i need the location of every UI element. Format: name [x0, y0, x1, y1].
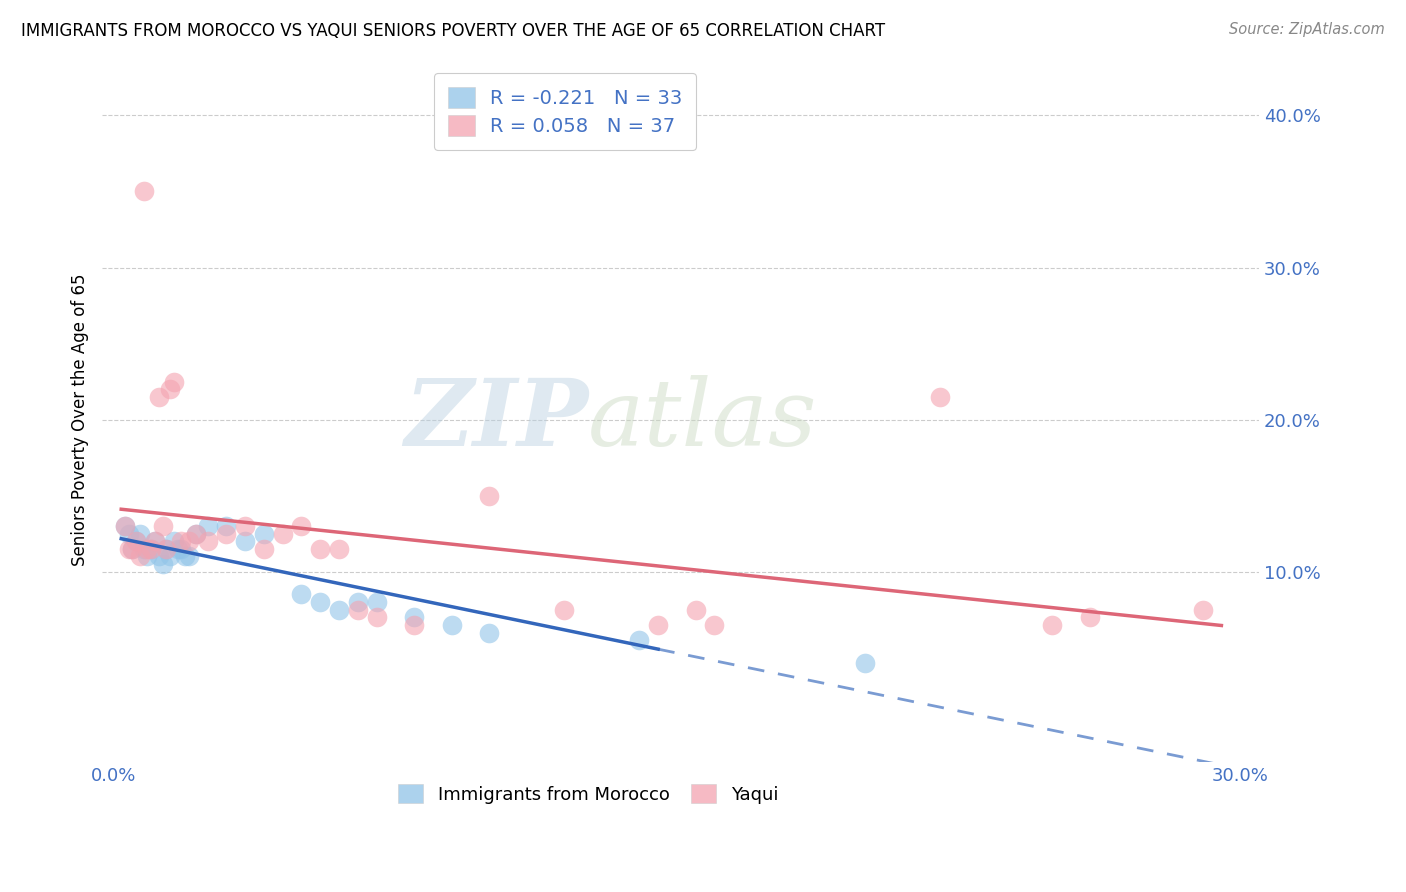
Point — [148, 549, 170, 564]
Point — [166, 541, 188, 556]
Point — [404, 618, 426, 632]
Point — [290, 587, 312, 601]
Point — [163, 534, 186, 549]
Point — [155, 541, 177, 556]
Point — [163, 375, 186, 389]
Point — [152, 519, 174, 533]
Legend: Immigrants from Morocco, Yaqui: Immigrants from Morocco, Yaqui — [387, 772, 789, 814]
Text: IMMIGRANTS FROM MOROCCO VS YAQUI SENIORS POVERTY OVER THE AGE OF 65 CORRELATION : IMMIGRANTS FROM MOROCCO VS YAQUI SENIORS… — [21, 22, 886, 40]
Point — [132, 541, 155, 556]
Point — [170, 541, 193, 556]
Point — [121, 541, 143, 556]
Point — [197, 534, 219, 549]
Point — [328, 603, 350, 617]
Point — [177, 534, 200, 549]
Point — [853, 656, 876, 670]
Point — [186, 526, 208, 541]
Point — [440, 618, 463, 632]
Point — [328, 541, 350, 556]
Point — [170, 534, 193, 549]
Point — [1191, 603, 1213, 617]
Point — [253, 526, 276, 541]
Point — [271, 526, 294, 541]
Point — [346, 603, 368, 617]
Point — [928, 390, 950, 404]
Point — [186, 526, 208, 541]
Point — [478, 625, 501, 640]
Point — [143, 534, 166, 549]
Point — [215, 519, 238, 533]
Point — [1078, 610, 1101, 624]
Point — [478, 489, 501, 503]
Point — [114, 519, 136, 533]
Point — [141, 541, 163, 556]
Point — [309, 541, 332, 556]
Point — [703, 618, 725, 632]
Point — [290, 519, 312, 533]
Point — [148, 390, 170, 404]
Point — [628, 633, 651, 648]
Point — [233, 519, 256, 533]
Point — [141, 541, 163, 556]
Point — [215, 526, 238, 541]
Point — [197, 519, 219, 533]
Point — [129, 549, 152, 564]
Point — [118, 541, 141, 556]
Point — [121, 541, 143, 556]
Point — [253, 541, 276, 556]
Point — [366, 610, 388, 624]
Point — [125, 534, 148, 549]
Text: Source: ZipAtlas.com: Source: ZipAtlas.com — [1229, 22, 1385, 37]
Point — [346, 595, 368, 609]
Point — [233, 534, 256, 549]
Point — [404, 610, 426, 624]
Point — [136, 541, 159, 556]
Point — [553, 603, 575, 617]
Point — [159, 382, 181, 396]
Point — [177, 549, 200, 564]
Point — [132, 185, 155, 199]
Point — [118, 526, 141, 541]
Text: atlas: atlas — [588, 375, 818, 465]
Point — [152, 557, 174, 571]
Point — [174, 549, 197, 564]
Point — [125, 534, 148, 549]
Point — [309, 595, 332, 609]
Text: ZIP: ZIP — [404, 375, 588, 465]
Y-axis label: Seniors Poverty Over the Age of 65: Seniors Poverty Over the Age of 65 — [72, 273, 89, 566]
Point — [685, 603, 707, 617]
Point — [143, 534, 166, 549]
Point — [366, 595, 388, 609]
Point — [159, 549, 181, 564]
Point — [136, 549, 159, 564]
Point — [114, 519, 136, 533]
Point — [155, 541, 177, 556]
Point — [129, 526, 152, 541]
Point — [647, 618, 669, 632]
Point — [1042, 618, 1064, 632]
